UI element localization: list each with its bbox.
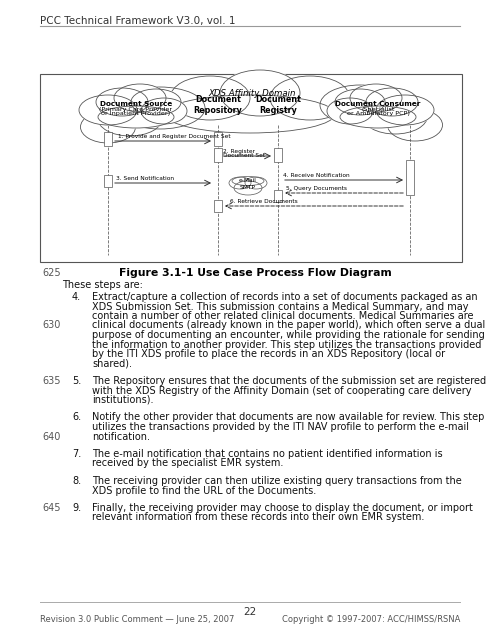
Text: 5.: 5.: [72, 376, 81, 386]
Text: institutions).: institutions).: [92, 395, 153, 405]
Text: Document Source: Document Source: [100, 101, 172, 107]
Text: 4.: 4.: [72, 292, 81, 302]
FancyBboxPatch shape: [104, 132, 112, 146]
Text: 9.: 9.: [72, 503, 81, 513]
FancyBboxPatch shape: [214, 200, 222, 212]
FancyBboxPatch shape: [274, 148, 282, 162]
Text: 3. Send Notification: 3. Send Notification: [116, 176, 174, 181]
Text: Notify the other provider that documents are now available for review. This step: Notify the other provider that documents…: [92, 413, 485, 422]
Text: 5. Query Documents: 5. Query Documents: [286, 186, 347, 191]
Text: Revision 3.0 Public Comment — June 25, 2007: Revision 3.0 Public Comment — June 25, 2…: [40, 615, 234, 624]
Text: with the XDS Registry of the Affinity Domain (set of cooperating care delivery: with the XDS Registry of the Affinity Do…: [92, 385, 472, 396]
Text: 22: 22: [244, 607, 256, 617]
Text: (Primary Care Provider: (Primary Care Provider: [99, 106, 173, 111]
Text: PCC Technical Framework V3.0, vol. 1: PCC Technical Framework V3.0, vol. 1: [40, 16, 236, 26]
Text: Document
Registry: Document Registry: [255, 95, 301, 115]
Text: XDS Submission Set. This submission contains a Medical Summary, and may: XDS Submission Set. This submission cont…: [92, 301, 468, 312]
Text: or Ambulatory PCP): or Ambulatory PCP): [346, 111, 409, 115]
Ellipse shape: [141, 98, 187, 124]
Ellipse shape: [98, 100, 162, 136]
Text: 1. Provide and Register Document Set: 1. Provide and Register Document Set: [118, 134, 231, 139]
Text: received by the specialist EMR system.: received by the specialist EMR system.: [92, 458, 283, 468]
Text: or Inpatient Provider): or Inpatient Provider): [101, 111, 171, 115]
Text: contain a number of other related clinical documents. Medical Summaries are: contain a number of other related clinic…: [92, 311, 474, 321]
Ellipse shape: [131, 89, 181, 115]
Text: Document Set: Document Set: [223, 153, 265, 158]
Ellipse shape: [245, 177, 267, 189]
Ellipse shape: [388, 109, 443, 141]
Text: Copyright © 1997-2007: ACC/HIMSS/RSNA: Copyright © 1997-2007: ACC/HIMSS/RSNA: [282, 615, 460, 624]
Ellipse shape: [229, 177, 251, 189]
Text: Extract/capture a collection of records into a set of documents packaged as an: Extract/capture a collection of records …: [92, 292, 478, 302]
Text: 635: 635: [42, 376, 60, 386]
Text: 640: 640: [42, 431, 60, 442]
Ellipse shape: [165, 95, 335, 133]
Text: 4. Receive Notification: 4. Receive Notification: [283, 173, 349, 178]
Text: The e-mail notification that contains no patient identified information is: The e-mail notification that contains no…: [92, 449, 443, 459]
Ellipse shape: [320, 85, 400, 125]
Text: 630: 630: [42, 321, 60, 330]
FancyBboxPatch shape: [214, 132, 222, 146]
Text: 625: 625: [42, 268, 60, 278]
Text: 8.: 8.: [72, 476, 81, 486]
Text: 2. Register: 2. Register: [223, 149, 255, 154]
Text: (Specialist: (Specialist: [361, 106, 395, 111]
Ellipse shape: [115, 87, 205, 129]
FancyBboxPatch shape: [274, 190, 282, 202]
Ellipse shape: [362, 98, 428, 134]
Ellipse shape: [350, 84, 402, 112]
Text: e-Mail
SMTP: e-Mail SMTP: [239, 179, 257, 189]
FancyBboxPatch shape: [214, 148, 222, 162]
Ellipse shape: [366, 88, 418, 116]
Ellipse shape: [81, 111, 136, 143]
Text: Document Consumer: Document Consumer: [335, 101, 421, 107]
Text: The receiving provider can then utilize existing query transactions from the: The receiving provider can then utilize …: [92, 476, 462, 486]
Ellipse shape: [232, 177, 264, 186]
Text: 6.: 6.: [72, 413, 81, 422]
Text: purpose of documenting an encounter, while providing the rationale for sending: purpose of documenting an encounter, whi…: [92, 330, 485, 340]
Ellipse shape: [96, 88, 148, 116]
Ellipse shape: [335, 89, 385, 115]
Text: the information to another provider. This step utilizes the transactions provide: the information to another provider. Thi…: [92, 339, 481, 349]
Ellipse shape: [270, 76, 350, 120]
Ellipse shape: [340, 106, 416, 128]
Text: notification.: notification.: [92, 431, 150, 442]
Text: XDS profile to find the URL of the Documents.: XDS profile to find the URL of the Docum…: [92, 486, 316, 495]
Ellipse shape: [234, 181, 262, 195]
Text: utilizes the transactions provided by the ITI NAV profile to perform the e-mail: utilizes the transactions provided by th…: [92, 422, 469, 432]
Text: Figure 3.1-1 Use Case Process Flow Diagram: Figure 3.1-1 Use Case Process Flow Diagr…: [119, 268, 392, 278]
Ellipse shape: [327, 98, 373, 124]
Text: relevant information from these records into their own EMR system.: relevant information from these records …: [92, 513, 424, 522]
Text: 7.: 7.: [72, 449, 81, 459]
Text: These steps are:: These steps are:: [62, 280, 143, 290]
Ellipse shape: [98, 106, 174, 128]
Ellipse shape: [376, 95, 434, 125]
FancyBboxPatch shape: [104, 175, 112, 187]
Text: by the ITI XDS profile to place the records in an XDS Repository (local or: by the ITI XDS profile to place the reco…: [92, 349, 445, 359]
Ellipse shape: [170, 76, 250, 120]
Text: XDS Affinity Domain: XDS Affinity Domain: [208, 90, 296, 99]
FancyBboxPatch shape: [406, 160, 414, 195]
Ellipse shape: [220, 70, 300, 116]
Text: Finally, the receiving provider may choose to display the document, or import: Finally, the receiving provider may choo…: [92, 503, 473, 513]
Text: 6. Retrieve Documents: 6. Retrieve Documents: [230, 199, 298, 204]
Text: 645: 645: [42, 503, 60, 513]
FancyBboxPatch shape: [40, 74, 462, 262]
Text: clinical documents (already known in the paper world), which often serve a dual: clinical documents (already known in the…: [92, 321, 485, 330]
Text: shared).: shared).: [92, 358, 132, 369]
Ellipse shape: [79, 95, 137, 125]
Text: The Repository ensures that the documents of the submission set are registered: The Repository ensures that the document…: [92, 376, 486, 386]
Text: Document
Repository: Document Repository: [194, 95, 243, 115]
Ellipse shape: [114, 84, 166, 112]
